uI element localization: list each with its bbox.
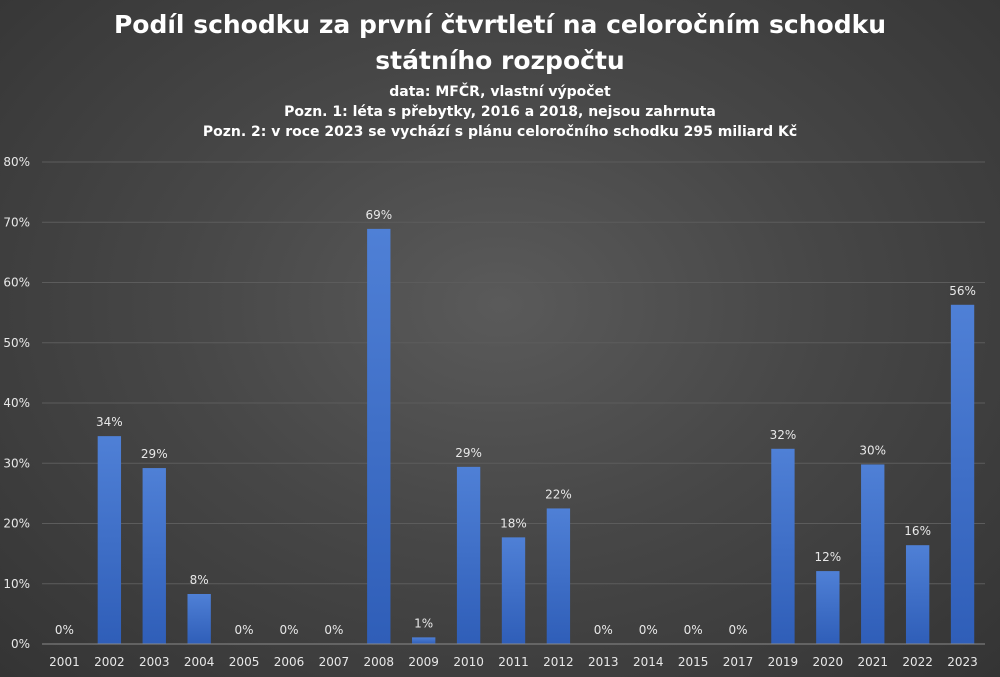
gridlines: [42, 161, 985, 585]
data-label-2007: 0%: [324, 623, 343, 637]
y-tick-label: 60%: [3, 276, 30, 290]
bar-2019: [771, 448, 795, 644]
y-tick-label: 10%: [3, 577, 30, 591]
x-tick-label: 2007: [319, 655, 350, 669]
x-tick-label: 2006: [274, 655, 305, 669]
x-tick-label: 2012: [543, 655, 574, 669]
bar-2008: [367, 228, 391, 644]
data-label-2012: 22%: [545, 487, 572, 501]
data-label-2005: 0%: [235, 623, 254, 637]
data-label-2001: 0%: [55, 623, 74, 637]
x-axis: 2001 2002 2003 2004 2005 2006 2007 2008 2009 2010…: [42, 643, 985, 669]
x-tick-label: 2008: [364, 655, 395, 669]
data-label-2023: 56%: [949, 284, 976, 298]
x-tick-label: 2020: [813, 655, 844, 669]
x-tick-label: 2003: [139, 655, 170, 669]
bar-2003: [142, 468, 166, 644]
data-label-2006: 0%: [279, 623, 298, 637]
data-label-2011: 18%: [500, 516, 527, 530]
data-label-2020: 12%: [814, 550, 841, 564]
y-tick-label: 80%: [3, 155, 30, 169]
x-tick-label: 2002: [94, 655, 125, 669]
bar-2004: [187, 593, 211, 644]
bar-2002: [97, 436, 122, 644]
data-label-2022: 16%: [904, 524, 931, 538]
chart-source: data: MFČR, vlastní výpočet: [389, 84, 611, 100]
y-tick-label: 70%: [3, 215, 30, 229]
x-tick-label: 2004: [184, 655, 215, 669]
x-tick-label: 2001: [49, 655, 80, 669]
chart-title-line-1: Podíl schodku za první čtvrtletí na celo…: [113, 10, 887, 39]
data-label-2017: 0%: [729, 623, 748, 637]
data-label-2003: 29%: [141, 447, 168, 461]
data-label-2009: 1%: [414, 616, 433, 630]
data-label-2008: 69%: [365, 208, 392, 222]
bar-2023: [950, 304, 975, 644]
bar-2011: [501, 537, 526, 644]
y-axis: 0% 10% 20% 30% 40% 50% 60% 70% 80%: [3, 155, 30, 651]
bar-2010: [456, 466, 481, 644]
bar-2020: [816, 571, 840, 644]
y-tick-label: 50%: [3, 336, 30, 350]
data-label-2015: 0%: [684, 623, 703, 637]
x-tick-label: 2014: [633, 655, 664, 669]
y-tick-label: 0%: [11, 637, 30, 651]
x-tick-label: 2010: [453, 655, 484, 669]
y-tick-label: 30%: [3, 456, 30, 470]
data-label-2019: 32%: [770, 428, 797, 442]
data-label-2004: 8%: [190, 573, 209, 587]
data-label-2002: 34%: [96, 415, 123, 429]
data-label-2021: 30%: [859, 443, 886, 457]
data-label-2014: 0%: [639, 623, 658, 637]
data-labels: 0% 34% 29% 8% 0% 0% 0% 69% 1% 29% 18% 22% 0% 0% 0% 0% 32…: [55, 208, 976, 637]
data-label-2013: 0%: [594, 623, 613, 637]
x-tick-label: 2022: [902, 655, 933, 669]
x-tick-label: 2021: [857, 655, 888, 669]
x-tick-label: 2005: [229, 655, 260, 669]
bar-2021: [861, 464, 885, 644]
chart-note-2: Pozn. 2: v roce 2023 se vychází s plánu …: [202, 124, 798, 140]
x-tick-label: 2019: [768, 655, 799, 669]
chart-note-1: Pozn. 1: léta s přebytky, 2016 a 2018, n…: [284, 104, 716, 120]
chart-title-line-2: státního rozpočtu: [375, 46, 625, 75]
x-tick-label: 2011: [498, 655, 529, 669]
x-tick-label: 2023: [947, 655, 978, 669]
x-tick-label: 2017: [723, 655, 754, 669]
y-tick-label: 40%: [3, 396, 30, 410]
bar-2022: [905, 545, 930, 644]
bar-2012: [546, 508, 571, 644]
x-tick-label: 2013: [588, 655, 619, 669]
x-tick-label: 2015: [678, 655, 709, 669]
y-tick-label: 20%: [3, 517, 30, 531]
bars: [97, 228, 975, 644]
bar-2009: [412, 637, 436, 644]
x-tick-label: 2009: [408, 655, 439, 669]
data-label-2010: 29%: [455, 446, 482, 460]
